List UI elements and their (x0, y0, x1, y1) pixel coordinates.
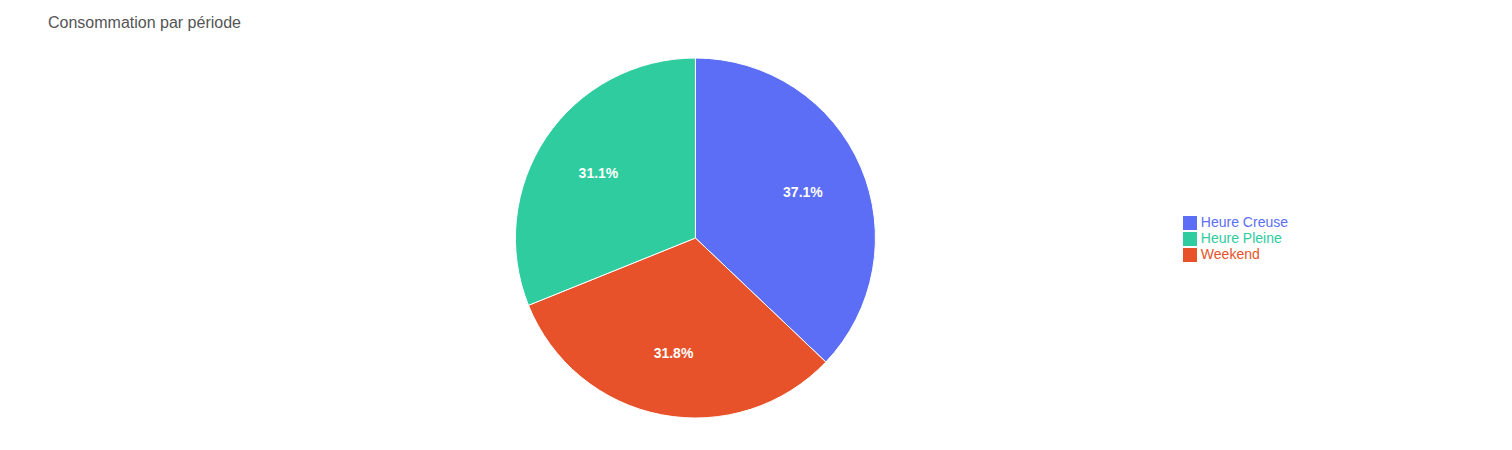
svg-text:37.1%: 37.1% (783, 184, 823, 200)
svg-text:31.8%: 31.8% (654, 345, 694, 361)
html-text:Consommation par période: Consommation par période (48, 14, 241, 31)
svg-text:31.1%: 31.1% (579, 165, 619, 181)
html-text:Weekend: Weekend (1200, 246, 1260, 263)
html-text:Heure Pleine: Heure Pleine (1200, 229, 1282, 246)
html-text:Heure Creuse: Heure Creuse (1200, 213, 1288, 230)
